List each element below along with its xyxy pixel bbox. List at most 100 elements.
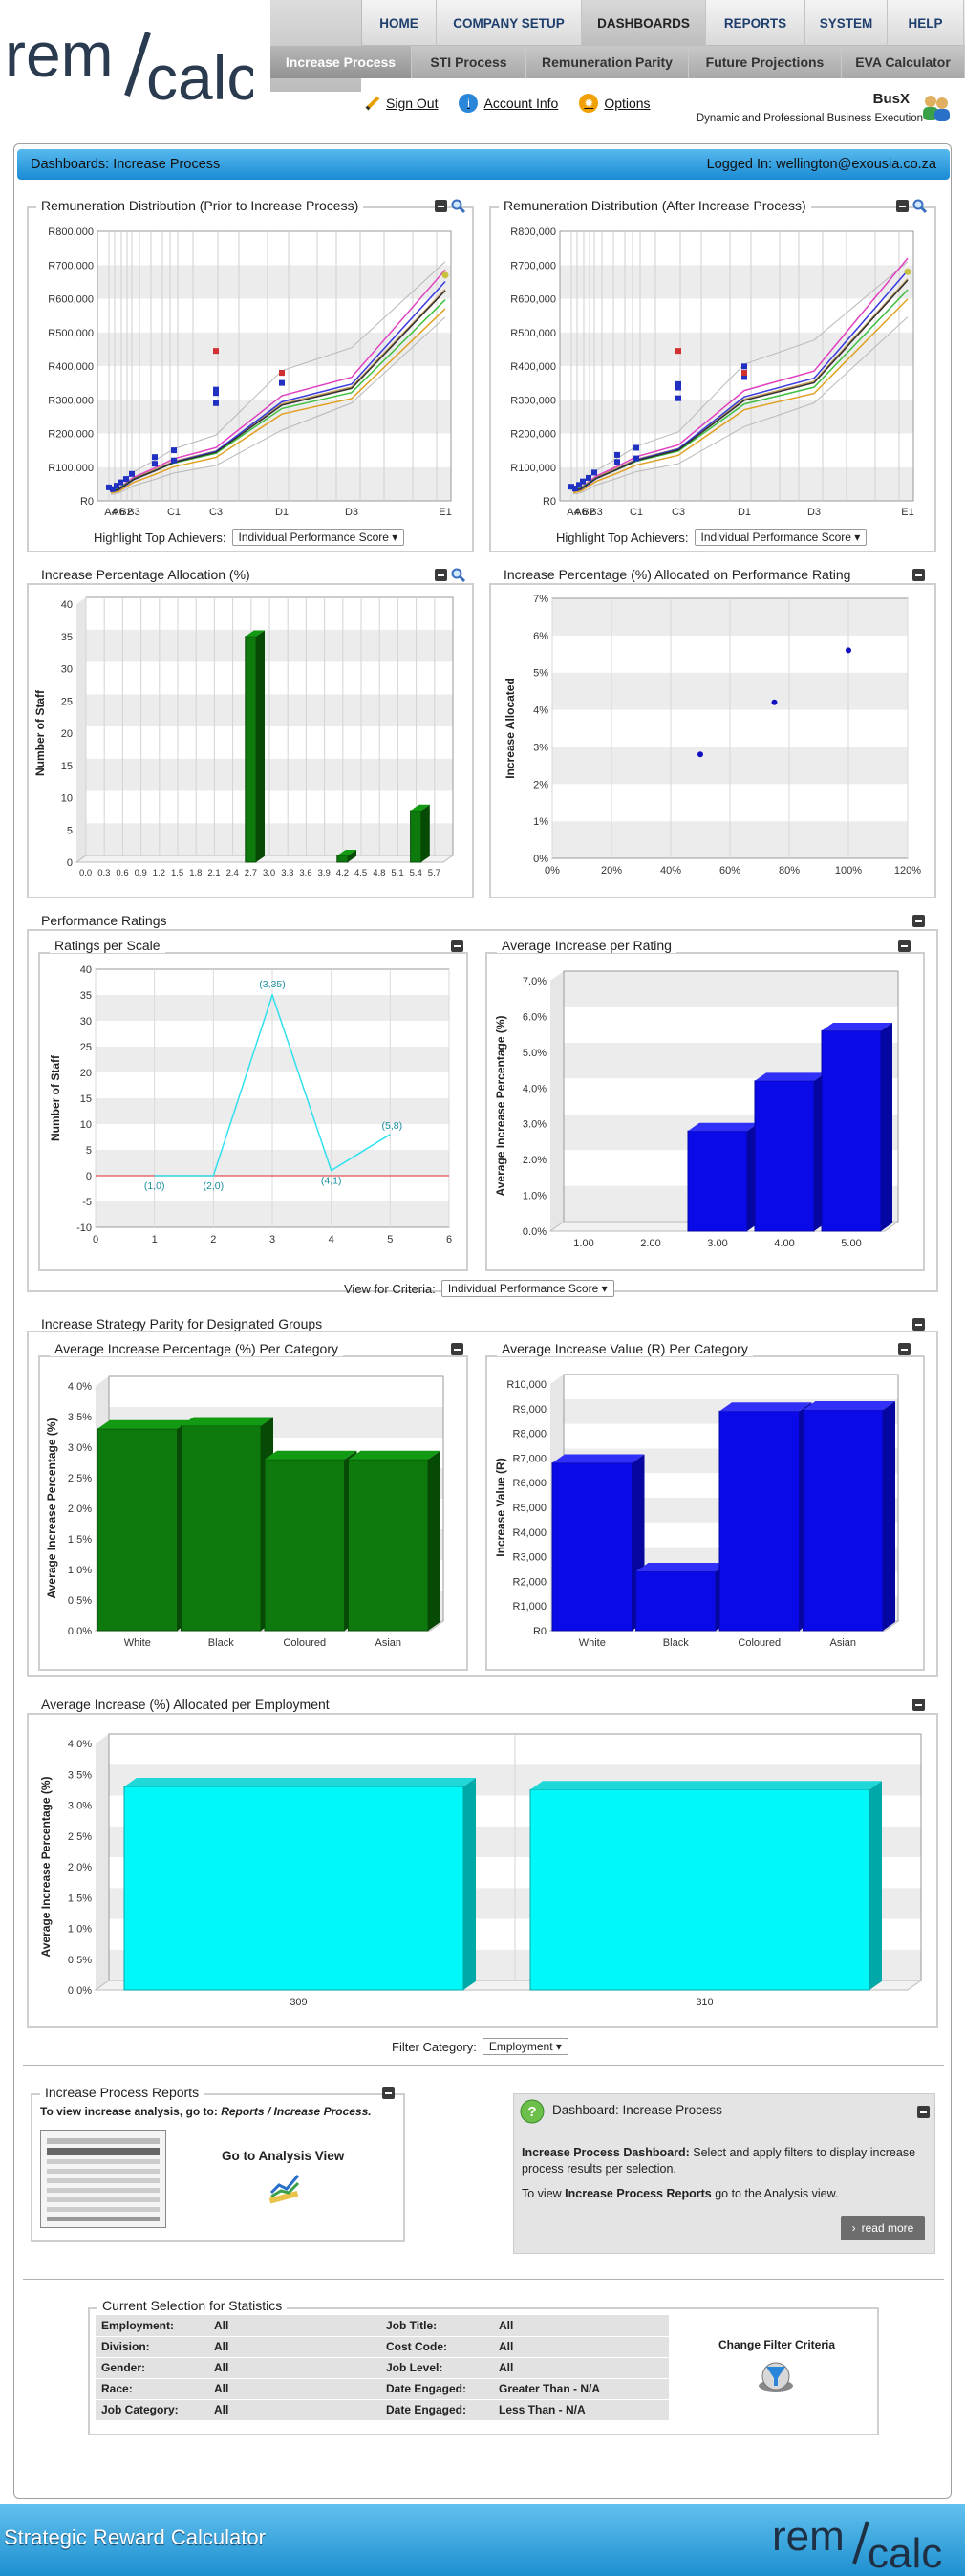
info-body-2b: Increase Process Reports xyxy=(565,2187,712,2200)
nav-help[interactable]: HELP xyxy=(888,0,964,46)
data-point xyxy=(279,379,285,386)
minimize-button[interactable] xyxy=(912,1699,925,1711)
options-link[interactable]: ✹ Options xyxy=(579,94,651,113)
x-tick-label: 40% xyxy=(660,865,681,877)
subnav-future-projections[interactable]: Future Projections xyxy=(689,46,842,78)
minimize-button[interactable] xyxy=(898,1343,911,1355)
sign-out-label[interactable]: Sign Out xyxy=(386,96,439,111)
y-tick-label: 2.5% xyxy=(68,1831,92,1843)
stats-value: All xyxy=(493,2357,669,2379)
go-to-analysis-link[interactable]: Go to Analysis View xyxy=(222,2149,345,2163)
zoom-icon[interactable] xyxy=(912,199,928,214)
data-point xyxy=(118,479,123,486)
chart-avg-pct-cat: 0.0% 0.5% 1.0% 1.5% 2.0% 2.5% 3.0% 3.5% 4.0% Aver… xyxy=(45,1375,445,1649)
divider xyxy=(23,2065,944,2066)
nav-reports[interactable]: REPORTS xyxy=(706,0,805,46)
x-tick-label: C1 xyxy=(630,507,643,518)
plot-wall xyxy=(96,1734,109,1990)
data-point xyxy=(741,370,747,377)
options-label[interactable]: Options xyxy=(604,96,651,111)
grid-band xyxy=(97,466,451,501)
svg-text:rem: rem xyxy=(772,2513,845,2560)
y-tick-label: 0.5% xyxy=(68,1955,92,1966)
y-tick-label: 4.0% xyxy=(523,1083,547,1094)
minimize-button[interactable] xyxy=(896,200,909,212)
reports-instructions: To view increase analysis, go to: Report… xyxy=(40,2105,372,2118)
minimize-button[interactable] xyxy=(898,940,911,952)
change-filter-link[interactable]: Change Filter Criteria xyxy=(718,2338,836,2351)
bar xyxy=(821,1029,882,1232)
plot-border xyxy=(559,230,914,502)
highlight-select[interactable]: Individual Performance Score ▾ xyxy=(231,529,405,546)
minimize-button[interactable] xyxy=(382,2087,395,2099)
y-tick-label: 3.0% xyxy=(523,1119,547,1131)
report-thumbnail[interactable] xyxy=(40,2130,166,2228)
stats-value: All xyxy=(208,2336,384,2358)
bar-top xyxy=(181,1417,273,1426)
stats-key: Job Level: xyxy=(380,2357,493,2379)
y-tick-label: 40 xyxy=(61,599,73,611)
account-info-link[interactable]: i Account Info xyxy=(459,94,558,113)
bar-top xyxy=(822,1023,892,1031)
stats-row: Job Level: All xyxy=(380,2357,669,2379)
sub-navigation: Increase Process STI Process Remuneratio… xyxy=(270,46,965,78)
grid-band xyxy=(560,298,913,333)
chart-inc-perf: 0% 1% 2% 3% 4% 5% 6% 7% Increase Allocated 0% 20% 4… xyxy=(504,594,921,877)
logged-in-user: Logged In: wellington@exousia.co.za xyxy=(706,157,936,172)
nav-dashboards[interactable]: DASHBOARDS xyxy=(582,0,706,46)
zoom-icon[interactable] xyxy=(451,199,466,214)
subnav-eva-calculator[interactable]: EVA Calculator xyxy=(842,46,965,78)
bar xyxy=(123,1786,464,1991)
x-tick-label: D3 xyxy=(807,507,821,518)
y-tick-label: R1,000 xyxy=(513,1601,547,1613)
minimize-button[interactable] xyxy=(912,915,925,927)
highlight-select[interactable]: Individual Performance Score ▾ xyxy=(694,529,868,546)
y-tick-label: R700,000 xyxy=(48,260,94,271)
y-tick-label: 25 xyxy=(61,696,73,707)
grid-band xyxy=(560,265,913,299)
read-more-button[interactable]: › read more xyxy=(841,2216,925,2240)
series-line xyxy=(154,992,391,1177)
nav-home[interactable]: HOME xyxy=(362,0,437,46)
filter-category-select[interactable]: Employment ▾ xyxy=(482,2038,568,2055)
minimize-button[interactable] xyxy=(435,569,447,581)
minimize-button[interactable] xyxy=(912,1318,925,1331)
nav-company-setup[interactable]: COMPANY SETUP xyxy=(437,0,582,46)
x-tick-label: A6 xyxy=(112,507,124,518)
account-info-label[interactable]: Account Info xyxy=(483,96,559,111)
stats-value: Greater Than - N/A xyxy=(493,2378,669,2400)
y-tick-label: 3.5% xyxy=(68,1412,92,1423)
remcalc-logo[interactable]: rem calc xyxy=(5,17,258,113)
analysis-chart-icon[interactable] xyxy=(268,2170,302,2207)
sign-out-link[interactable]: Sign Out xyxy=(365,96,438,111)
bar-side xyxy=(881,1023,892,1231)
minimize-button[interactable] xyxy=(451,1343,463,1355)
minimize-button[interactable] xyxy=(435,200,447,212)
point-label: (1,0) xyxy=(144,1180,165,1192)
x-tick-label: 1.2 xyxy=(153,868,165,878)
stats-row: Race: All xyxy=(96,2378,384,2400)
x-tick-label: White xyxy=(579,1637,606,1649)
panel-title-rem-prior: Remuneration Distribution (Prior to Incr… xyxy=(36,198,364,213)
data-point xyxy=(441,271,449,279)
stats-key: Job Category: xyxy=(96,2399,208,2421)
filter-icon[interactable] xyxy=(757,2357,795,2398)
minimize-button[interactable] xyxy=(912,569,925,581)
view-criteria-select[interactable]: Individual Performance Score ▾ xyxy=(440,1280,614,1297)
subnav-remuneration-parity[interactable]: Remuneration Parity xyxy=(526,46,689,78)
nav-system[interactable]: SYSTEM xyxy=(805,0,888,46)
panel-title-inc-perf: Increase Percentage (%) Allocated on Per… xyxy=(499,567,856,582)
zoom-icon[interactable] xyxy=(451,568,466,583)
y-tick-label: 0.0% xyxy=(523,1226,547,1238)
grid-band xyxy=(564,1375,898,1399)
y-tick-label: R8,000 xyxy=(513,1429,547,1440)
y-tick-label: R600,000 xyxy=(510,294,556,306)
subnav-increase-process[interactable]: Increase Process xyxy=(270,46,412,78)
view-criteria-label: View for Criteria: xyxy=(344,1281,436,1296)
stats-key: Date Engaged: xyxy=(380,2399,493,2421)
y-tick-label: 0 xyxy=(67,857,73,869)
minimize-button[interactable] xyxy=(451,940,463,952)
minimize-button[interactable] xyxy=(917,2106,930,2118)
subnav-sti-process[interactable]: STI Process xyxy=(412,46,526,78)
y-tick-label: 1.0% xyxy=(68,1565,92,1576)
